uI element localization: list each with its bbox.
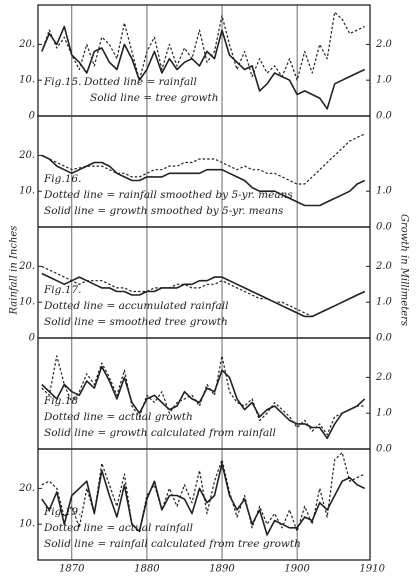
y-tick-label: 20. [18, 261, 35, 272]
dotted-line [41, 452, 365, 532]
dotted-line [41, 11, 365, 81]
x-tick-label: 1880 [134, 564, 160, 575]
y2-tick-label: 1.0 [376, 75, 393, 86]
figure-label: Fig.17. [43, 284, 81, 296]
annotation: Dotted line = rainfall [83, 76, 197, 88]
annotation: Dotted line = actual growth [43, 411, 193, 423]
x-tick-label: 1900 [284, 564, 310, 575]
x-tick-label: 1890 [209, 564, 235, 575]
y-tick-label: 20. [18, 483, 35, 494]
y2-tick-label: 0.0 [376, 333, 393, 344]
annotation: Solid line = growth smoothed by 5-yr. me… [44, 205, 284, 217]
y2-tick-label: 2.0 [375, 39, 393, 50]
annotation: Dotted line = actual rainfall [43, 522, 193, 534]
solid-line [41, 154, 366, 207]
y-tick-label: 10. [19, 297, 35, 308]
x-tick-label: 1870 [59, 564, 85, 575]
y2-tick-label: 2.0 [375, 372, 393, 383]
y-tick-label: 10. [19, 75, 35, 86]
solid-line [41, 272, 366, 318]
panel-frame [37, 448, 371, 561]
figure-label: Fig.16. [43, 173, 81, 185]
x-tick-label: 1910 [360, 564, 386, 575]
y2-tick-label: 1.0 [376, 186, 393, 197]
y-tick-label: 10. [19, 186, 35, 197]
y2-tick-label: 0.0 [376, 444, 393, 455]
y2-axis-label: Growth in Millimeters [399, 214, 410, 326]
y-axis-label: Rainfall in Inches [9, 226, 20, 316]
y-tick-label: 10. [19, 519, 35, 530]
y-tick-label: 0 [29, 333, 36, 344]
solid-line [41, 25, 366, 110]
annotation: Solid line = smoothed tree growth [44, 316, 228, 328]
annotation: Solid line = tree growth [90, 92, 219, 104]
solid-line [41, 365, 366, 440]
annotation: Solid line = growth calculated from rain… [44, 427, 276, 439]
y-tick-label: 20. [18, 150, 35, 161]
y2-tick-label: 1.0 [376, 408, 393, 419]
figure-label: Fig.18 [43, 395, 78, 407]
figure-label: Fig.19. [43, 506, 81, 518]
dotted-line [41, 133, 365, 185]
y2-tick-label: 0.0 [376, 111, 393, 122]
annotation: Dotted line = accumulated rainfall [43, 300, 229, 312]
annotation: Dotted line = rainfall smoothed by 5-yr.… [43, 189, 293, 201]
y2-tick-label: 0.0 [376, 222, 393, 233]
y-tick-label: 0 [29, 111, 36, 122]
figure-label: Fig.15. [43, 76, 81, 88]
solid-line [41, 462, 366, 536]
y2-tick-label: 1.0 [376, 297, 393, 308]
y2-tick-label: 2.0 [375, 261, 393, 272]
annotation: Solid line = rainfall calculated from tr… [44, 538, 301, 550]
y-tick-label: 20. [18, 39, 35, 50]
